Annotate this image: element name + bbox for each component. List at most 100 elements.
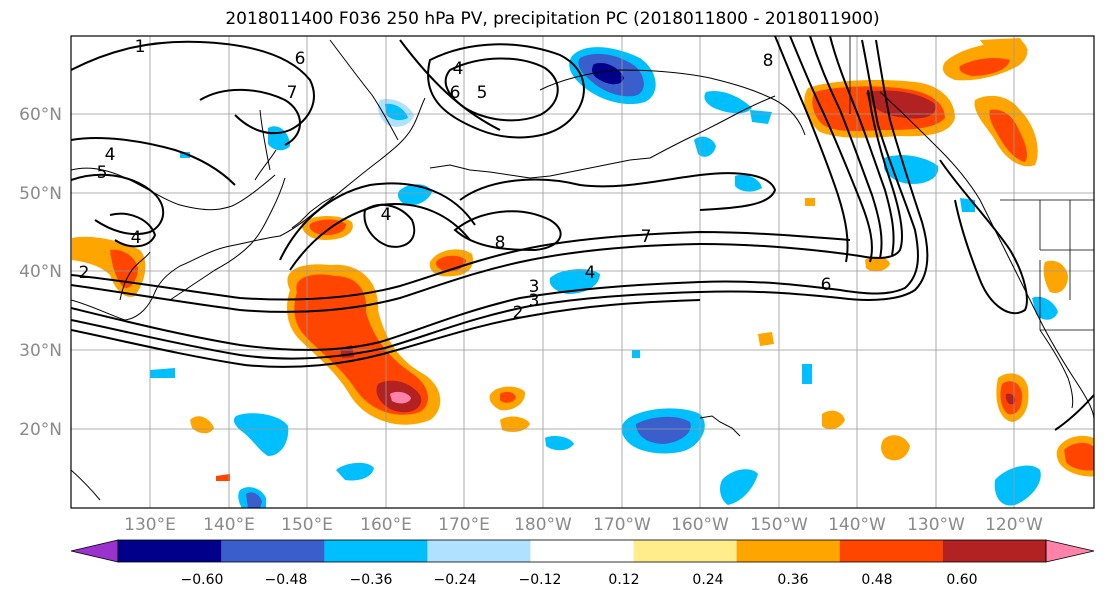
contour-label: 4 (381, 205, 392, 225)
contour-label: 2 (79, 263, 90, 283)
colorbar-ticks: −0.60 −0.48 −0.36 −0.24 −0.12 0.12 0.24 … (181, 572, 978, 588)
coastline-alaska (539, 69, 806, 136)
colorbar-box (942, 540, 1047, 562)
colorbar-tick: 0.36 (777, 572, 808, 588)
colorbar-tick: 0.24 (692, 572, 723, 588)
pv-contour (399, 39, 501, 131)
coastline-korea (119, 251, 151, 301)
precip-fill-negative (246, 492, 262, 508)
contour-label: 3 (529, 277, 540, 297)
pv-contour (459, 172, 777, 211)
pv-contour (809, 36, 883, 259)
pv-contour (71, 137, 236, 186)
precip-fill-negative (636, 416, 691, 444)
precip-fill-positive (881, 435, 910, 461)
pv-contour (1054, 394, 1094, 431)
precip-fill-negative (632, 350, 640, 358)
contour-label: 7 (641, 227, 652, 247)
colorbar-tick: −0.48 (265, 572, 308, 588)
precip-fill-positive (1064, 443, 1094, 471)
pv-contour (774, 36, 849, 263)
pv-contour (199, 88, 301, 146)
precip-fill-negative (549, 269, 600, 294)
contour-label: 4 (585, 263, 596, 283)
lat-label: 60°N (19, 105, 62, 125)
longitude-labels: 130°E 140°E 150°E 160°E 170°E 180°W 170°… (124, 515, 1043, 535)
precip-fill-positive (110, 249, 138, 289)
contour-label: 5 (97, 163, 108, 183)
precip-fill-negative (336, 462, 374, 481)
lon-label: 170°E (438, 515, 490, 535)
contour-label: 2 (513, 303, 524, 323)
precip-fill-negative (720, 469, 758, 505)
colorbar-tick: −0.60 (181, 572, 224, 588)
colorbar-tick: −0.24 (434, 572, 477, 588)
precip-fill-positive (959, 58, 1010, 76)
contour-label: 6 (821, 275, 832, 295)
pv-contour (453, 210, 562, 252)
precip-fill-negative (592, 62, 624, 85)
contour-label: 7 (287, 83, 298, 103)
coastlines (71, 39, 1094, 501)
contour-label: 6 (450, 83, 461, 103)
lon-label: 140°E (203, 515, 255, 535)
pv-contour (71, 173, 165, 236)
precip-fill-negative (385, 103, 408, 121)
colorbar: −0.60 −0.48 −0.36 −0.24 −0.12 0.12 0.24 … (70, 539, 1095, 588)
precip-fill-negative (802, 364, 812, 384)
colorbar-tick: −0.12 (519, 572, 562, 588)
precip-fill-positive (980, 38, 1028, 54)
precip-fill-negative (735, 174, 762, 192)
contour-label: 6 (295, 49, 306, 69)
precip-fill-positive (822, 410, 845, 430)
pv-contour (71, 39, 919, 351)
precip-fill-negative (233, 413, 289, 456)
coastline-asia (71, 167, 276, 211)
precip-fill-positive (216, 474, 230, 481)
pv-contour (71, 39, 929, 360)
lat-label: 20°N (19, 420, 62, 440)
precip-fill-negative (1032, 296, 1058, 320)
precip-fill-positive (1005, 393, 1016, 405)
precip-fills (72, 38, 1094, 508)
colorbar-box (118, 540, 222, 562)
map-frame (70, 35, 1095, 509)
pv-contour (939, 159, 1028, 315)
coastline-alaska-peninsula (649, 95, 776, 159)
colorbar-box (221, 540, 325, 562)
pv-contour (427, 43, 585, 139)
coastline-japan (254, 149, 277, 181)
precip-fill-negative (397, 184, 432, 206)
contour-label: 4 (105, 145, 116, 165)
precip-fill-negative (150, 368, 175, 378)
coastline-baja (1039, 329, 1074, 409)
colorbar-outline (117, 539, 1047, 563)
colorbar-box (427, 540, 531, 562)
lon-label: 150°W (750, 515, 808, 535)
coastline-philippines (71, 469, 101, 501)
precip-fill-positive (989, 109, 1028, 162)
map-title: 2018011400 F036 250 hPa PV, precipitatio… (225, 9, 880, 29)
colorbar-extend-high (1045, 539, 1095, 563)
colorbar-box (324, 540, 428, 562)
pv-contours (71, 36, 1094, 431)
precip-fill-negative (704, 90, 752, 114)
precip-fill-negative (750, 110, 772, 124)
colorbar-tick: −0.36 (350, 572, 393, 588)
map-area: 1 6 4 6 5 7 4 5 4 4 8 2 3 3 2 4 7 6 8 (71, 36, 1094, 508)
contour-label: 4 (453, 59, 464, 79)
precip-fill-positive (758, 332, 774, 346)
contour-label: 4 (131, 228, 142, 248)
lon-label: 130°E (124, 515, 176, 535)
coastline-kamchatka (329, 39, 399, 141)
pv-contour (363, 203, 416, 248)
coastline-aleutians (429, 157, 651, 179)
lon-label: 180°W (514, 515, 572, 535)
pv-contour (71, 299, 701, 368)
colorbar-boxes (118, 540, 1047, 562)
pv-contour (71, 40, 315, 135)
coastline-asia (71, 97, 426, 321)
lon-label: 150°E (281, 515, 333, 535)
colorbar-tick: 0.48 (861, 572, 892, 588)
political-borders (849, 36, 1094, 331)
